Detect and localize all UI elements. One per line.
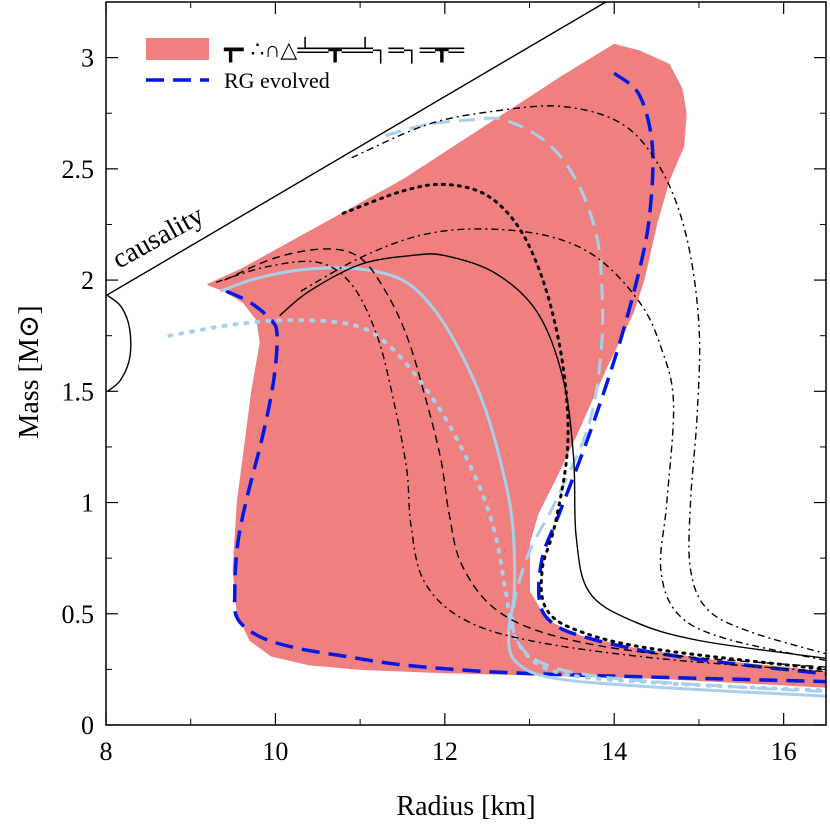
series-black-dash-dot-small	[215, 260, 826, 673]
series-light-blue-dotted	[167, 318, 826, 693]
allowed-region-band	[207, 43, 826, 688]
series-black-solid	[279, 253, 826, 659]
causality-annotation: causality	[107, 200, 209, 275]
causality-line	[106, 2, 607, 297]
y-tick-label-1-5: 1.5	[62, 377, 95, 406]
y-tick-label-1: 1	[81, 489, 94, 518]
x-tick-label-10: 10	[262, 737, 288, 766]
plot-frame	[105, 1, 827, 726]
series-black-dash-dot-large	[351, 105, 826, 655]
legend: ┳╸∴∩△╧═┳═╧┐═┐═┳═ RG evolved	[146, 36, 464, 93]
band-polygon	[207, 43, 826, 688]
series-rg-evolved-right	[536, 71, 826, 676]
legend-label-rg-evolved: RG evolved	[224, 68, 330, 93]
x-tick-labels: 8 10 12 14 16	[100, 737, 797, 766]
axis-ticks	[105, 2, 826, 726]
y-tick-labels: 0 0.5 1 1.5 2 2.5 3	[62, 44, 95, 740]
y-axis-title: Mass [M⊙]	[14, 305, 45, 438]
x-axis-title: Radius [km]	[396, 791, 535, 822]
x-tick-label-16: 16	[771, 737, 797, 766]
series-black-dashed	[224, 248, 826, 668]
y-tick-label-2: 2	[81, 266, 94, 295]
causality-line-segment	[106, 2, 607, 297]
y-tick-label-0-5: 0.5	[62, 600, 95, 629]
mass-radius-curves	[107, 71, 826, 698]
y-tick-label-3: 3	[81, 44, 94, 73]
series-black-dotted	[341, 182, 826, 671]
series-light-blue-solid	[219, 266, 826, 698]
legend-label-band: ┳╸∴∩△╧═┳═╧┐═┐═┳═	[223, 36, 464, 64]
y-tick-label-2-5: 2.5	[62, 155, 95, 184]
x-tick-label-12: 12	[432, 737, 458, 766]
series-black-dash-dot-mid	[300, 228, 826, 662]
y-tick-label-0: 0	[81, 711, 94, 740]
legend-swatch-band	[146, 38, 209, 60]
series-light-blue-dashed	[385, 116, 826, 694]
series-rg-evolved-left	[225, 289, 826, 684]
x-tick-label-8: 8	[100, 737, 113, 766]
series-black-solid-causality-loop	[107, 295, 132, 392]
x-tick-label-14: 14	[601, 737, 627, 766]
